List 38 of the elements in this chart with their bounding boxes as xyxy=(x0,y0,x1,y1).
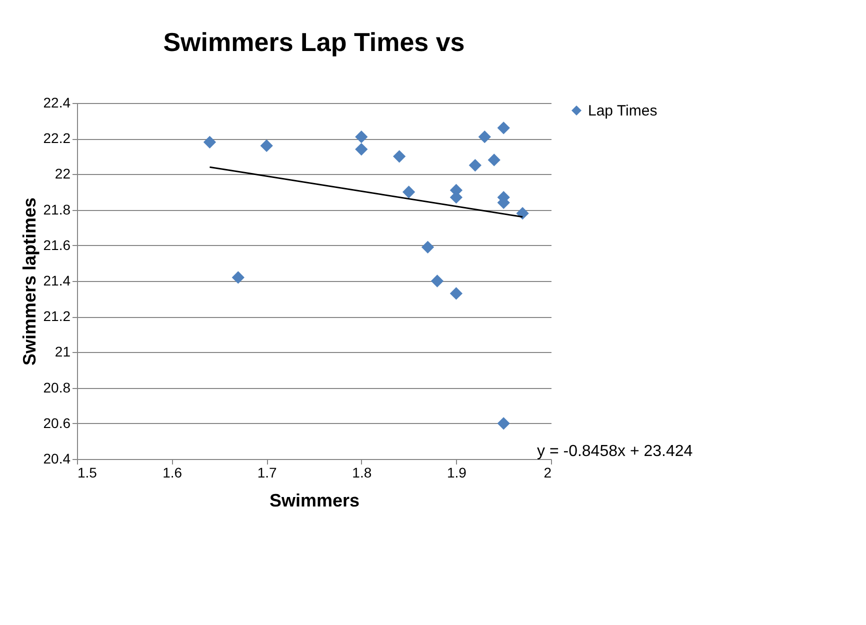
x-tick-label: 2 xyxy=(544,464,552,480)
point xyxy=(488,154,500,166)
point xyxy=(355,130,368,144)
point xyxy=(260,139,273,152)
point xyxy=(516,207,529,220)
x-axis-title: Swimmers xyxy=(269,490,360,510)
point xyxy=(497,122,510,134)
y-tick-label: 21.2 xyxy=(43,308,71,324)
x-tick-label: 1.8 xyxy=(352,464,372,480)
point xyxy=(421,240,434,254)
y-axis-title: Swimmers laptimes xyxy=(19,197,40,366)
y-tick-label: 20.8 xyxy=(43,379,71,396)
point xyxy=(478,130,491,144)
y-tick-label: 20.6 xyxy=(43,414,71,431)
x-tick-label: 1.6 xyxy=(162,464,182,480)
point xyxy=(355,142,368,156)
point xyxy=(232,271,244,284)
legend-label: Lap Times xyxy=(588,102,658,120)
point xyxy=(203,136,216,148)
x-tick-label: 1.9 xyxy=(446,464,467,480)
point xyxy=(430,274,444,288)
y-tick-label: 21.4 xyxy=(43,272,71,288)
x-tick-label: 1.7 xyxy=(257,464,278,480)
annotation: y = -0.8458x + 23.424 xyxy=(537,443,693,460)
y-tick-label: 21.8 xyxy=(43,201,71,218)
point xyxy=(497,417,510,430)
point xyxy=(468,158,482,172)
point xyxy=(450,287,463,300)
y-tick-label: 21.6 xyxy=(43,236,71,253)
y-tick-label: 22 xyxy=(54,166,71,182)
chart-title: Swimmers Lap Times vs xyxy=(163,27,465,57)
y-tick-label: 22.2 xyxy=(43,130,71,146)
point xyxy=(402,186,416,198)
x-tick-label: 1.5 xyxy=(78,464,98,480)
y-tick-label: 21 xyxy=(54,344,71,360)
point xyxy=(392,150,406,163)
y-tick-label: 22.4 xyxy=(43,94,71,110)
y-tick-label: 20.4 xyxy=(43,450,71,466)
